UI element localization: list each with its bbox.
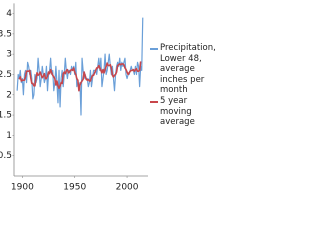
- y-tick-label: 3.5: [0, 29, 12, 39]
- y-tick-label: 1.5: [0, 111, 12, 121]
- x-tick-label: 1900: [11, 183, 34, 193]
- legend-label: 5 year moving average: [160, 96, 195, 127]
- y-tick-label: 4: [6, 9, 12, 19]
- series-line: [18, 61, 142, 92]
- x-tick-label: 2000: [116, 183, 139, 193]
- chart: 0.5 1 1.5 2 2.5 3 3.5 4 1900 1950 2000 Precipitati…: [0, 3, 220, 193]
- legend-swatch: [150, 48, 158, 50]
- y-tick-label: 1: [6, 131, 12, 141]
- legend-entry: Precipitation, Lower 48, average inches …: [150, 43, 220, 96]
- y-tick-label: 2: [6, 90, 12, 100]
- legend-entry: 5 year moving average: [150, 96, 220, 128]
- plot-area: 0.5 1 1.5 2 2.5 3 3.5 4 1900 1950 2000: [0, 3, 148, 193]
- x-tick-label: 1950: [63, 183, 86, 193]
- legend-label: Precipitation, Lower 48, average inches …: [160, 43, 216, 95]
- y-tick-label: 3: [6, 50, 12, 60]
- y-tick-label: 0.5: [0, 151, 12, 161]
- y-tick-label: 2.5: [0, 70, 12, 80]
- series-line: [16, 17, 144, 116]
- legend-swatch: [150, 101, 158, 103]
